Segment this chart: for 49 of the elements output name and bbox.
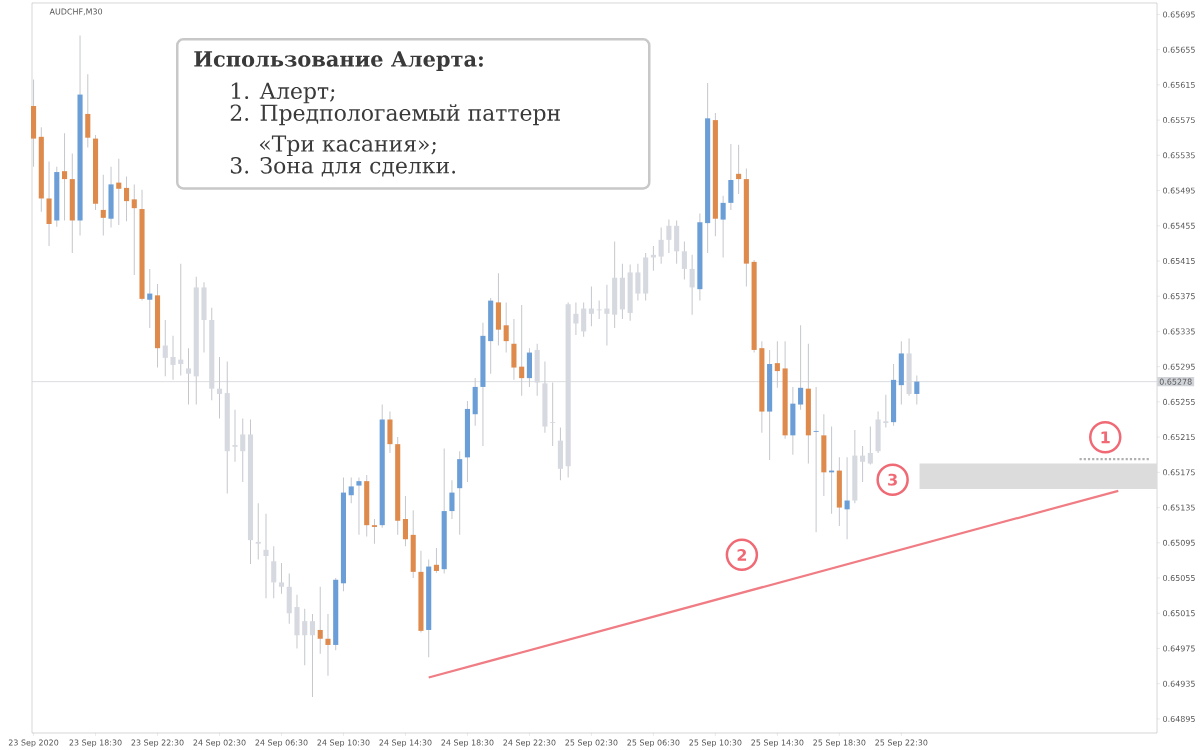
candlestick xyxy=(681,240,687,280)
candlestick xyxy=(596,299,602,320)
candlestick xyxy=(728,143,734,211)
candlestick xyxy=(325,613,331,677)
candlestick xyxy=(348,476,354,504)
candlestick xyxy=(100,173,106,236)
candlestick xyxy=(263,513,269,599)
annotation: 3 xyxy=(888,473,897,486)
annotation: 1 xyxy=(1101,431,1110,443)
candlestick xyxy=(255,502,261,560)
candlestick xyxy=(302,608,308,666)
candlestick xyxy=(309,613,316,698)
annotation: 1. Алерт; xyxy=(231,82,335,104)
candlestick xyxy=(123,175,130,222)
candlestick xyxy=(61,132,68,221)
candlestick xyxy=(356,476,362,536)
candlestick xyxy=(147,268,153,329)
candlestick xyxy=(813,386,819,533)
candlestick xyxy=(860,445,866,483)
annotation: 3. Зона для сделки. xyxy=(230,156,456,177)
candlestick xyxy=(240,417,246,483)
candlestick xyxy=(666,218,672,254)
annotation: 2 xyxy=(737,548,747,561)
candlestick xyxy=(604,284,610,346)
candlestick xyxy=(271,545,277,599)
candlestick xyxy=(433,547,440,574)
candlestick xyxy=(658,226,664,264)
candlestick xyxy=(689,254,695,316)
candlestick xyxy=(503,301,509,353)
candlestick xyxy=(867,425,873,465)
candlestick xyxy=(635,262,641,301)
candlestick xyxy=(402,495,409,547)
candlestick xyxy=(85,73,91,148)
annotation: 2. Предпологаемый паттерн «Три касания»; xyxy=(230,104,560,156)
candlestick xyxy=(232,409,238,463)
candlestick xyxy=(371,518,378,544)
candlestick xyxy=(581,301,587,338)
candlestick xyxy=(449,479,455,520)
candlestick xyxy=(131,183,137,276)
candlestick xyxy=(317,586,323,655)
candlestick xyxy=(116,158,122,226)
candlestick xyxy=(162,319,168,377)
candlestick xyxy=(573,301,579,336)
candlestick xyxy=(588,285,594,327)
candlestick xyxy=(883,394,889,428)
text: Использование Алерта: xyxy=(194,51,483,71)
candlestick xyxy=(720,195,726,258)
candlestick xyxy=(278,562,285,595)
candlestick xyxy=(736,144,742,195)
